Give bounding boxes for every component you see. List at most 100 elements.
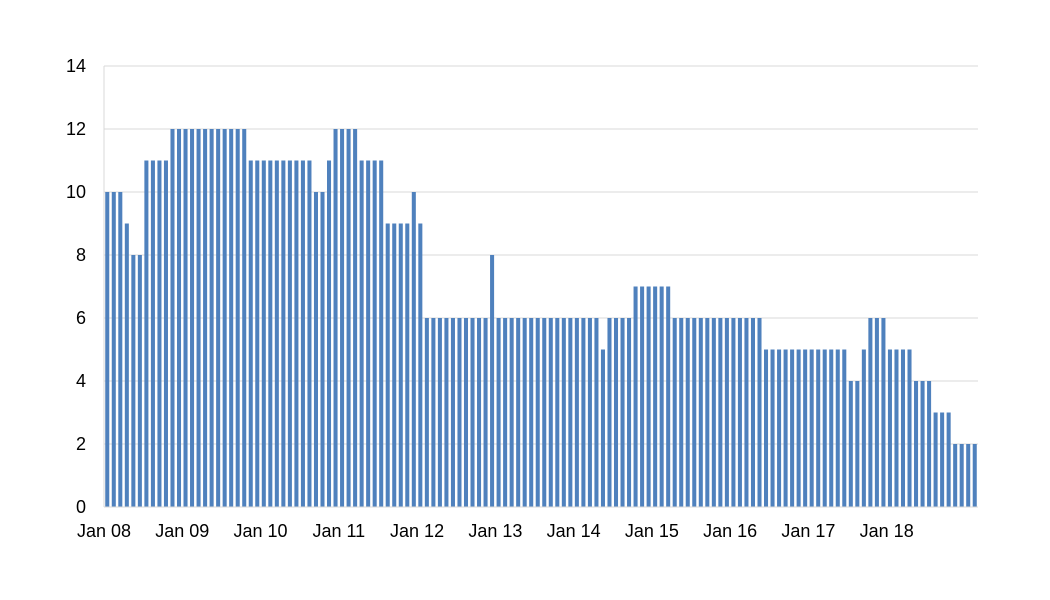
bar-2008-08 bbox=[150, 160, 155, 507]
bar-2009-06 bbox=[216, 129, 221, 507]
bar-2013-01 bbox=[496, 318, 501, 507]
bar-2017-08 bbox=[855, 381, 860, 507]
bar-2010-02 bbox=[268, 160, 273, 507]
bar-2010-06 bbox=[294, 160, 299, 507]
bar-2018-11 bbox=[953, 444, 958, 507]
bar-2009-03 bbox=[196, 129, 201, 507]
bar-2017-01 bbox=[809, 349, 814, 507]
bar-2009-10 bbox=[242, 129, 247, 507]
bar-2009-05 bbox=[209, 129, 214, 507]
bar-2008-03 bbox=[118, 192, 123, 507]
bar-2015-01 bbox=[653, 286, 658, 507]
bar-undefined bbox=[966, 444, 971, 507]
bar-2014-01 bbox=[574, 318, 579, 507]
bar-2014-08 bbox=[620, 318, 625, 507]
bar-2013-07 bbox=[535, 318, 540, 507]
bar-2013-06 bbox=[529, 318, 534, 507]
x-tick-label: Jan 16 bbox=[703, 521, 757, 541]
bar-2014-06 bbox=[607, 318, 612, 507]
bar-2017-06 bbox=[842, 349, 847, 507]
bar-2010-05 bbox=[287, 160, 292, 507]
bar-2011-05 bbox=[366, 160, 371, 507]
bar-2015-05 bbox=[679, 318, 684, 507]
bar-2015-06 bbox=[685, 318, 690, 507]
bar-2013-12 bbox=[568, 318, 573, 507]
bar-2013-05 bbox=[522, 318, 527, 507]
y-tick-label: 8 bbox=[76, 245, 86, 265]
bar-2008-07 bbox=[144, 160, 149, 507]
x-axis: Jan 08 Jan 09 Jan 10 Jan 11 Jan 12 Jan 13 Jan … bbox=[77, 506, 978, 541]
bar-2009-02 bbox=[190, 129, 195, 507]
bar-2010-12 bbox=[333, 129, 338, 507]
bar-2011-02 bbox=[346, 129, 351, 507]
bar-2018-03 bbox=[900, 349, 906, 507]
bar-2008-12 bbox=[176, 129, 182, 507]
x-tick-label: Jan 10 bbox=[234, 521, 288, 541]
bar-undefined bbox=[972, 444, 977, 507]
bar-2013-11 bbox=[561, 318, 566, 507]
bar-2018-05 bbox=[914, 381, 919, 507]
bar-2014-05 bbox=[600, 349, 605, 507]
bar-2014-04 bbox=[594, 318, 599, 507]
bar-2010-04 bbox=[281, 160, 286, 507]
bar-2012-04 bbox=[437, 318, 442, 507]
bar-2014-10 bbox=[633, 286, 638, 507]
y-tick-label: 12 bbox=[66, 119, 86, 139]
bar-2012-02 bbox=[424, 318, 429, 507]
bar-2015-03 bbox=[666, 286, 671, 507]
bar-2013-02 bbox=[503, 318, 508, 507]
bar-2013-03 bbox=[509, 318, 514, 507]
bar-2012-03 bbox=[431, 318, 436, 507]
bar-2009-01 bbox=[183, 129, 188, 507]
bar-2009-08 bbox=[229, 129, 234, 507]
bar-2014-02 bbox=[581, 318, 586, 507]
gridlines bbox=[104, 65, 978, 445]
bar-2014-09 bbox=[627, 318, 632, 507]
bar-2011-06 bbox=[372, 160, 377, 507]
bar-2008-01 bbox=[105, 192, 110, 507]
x-tick-label: Jan 09 bbox=[155, 521, 209, 541]
bar-2018-08 bbox=[933, 412, 938, 507]
bar-2013-10 bbox=[555, 318, 560, 507]
bar-2008-05 bbox=[131, 255, 136, 507]
bar-2010-10 bbox=[320, 192, 325, 507]
bar-2009-11 bbox=[248, 160, 253, 507]
bar-2016-02 bbox=[737, 318, 742, 507]
bar-2016-11 bbox=[796, 349, 801, 507]
bar-2010-07 bbox=[300, 160, 305, 507]
bar-2009-07 bbox=[222, 129, 227, 507]
x-tick-label: Jan 17 bbox=[781, 521, 835, 541]
bar-2015-10 bbox=[711, 318, 716, 507]
x-tick-label: Jan 08 bbox=[77, 521, 131, 541]
bar-2011-04 bbox=[359, 160, 364, 507]
bar-2017-05 bbox=[835, 349, 840, 507]
bar-2011-07 bbox=[379, 160, 384, 507]
bar-2018-12 bbox=[959, 444, 964, 507]
bar-2014-12 bbox=[646, 286, 651, 507]
bar-2011-12 bbox=[411, 192, 416, 507]
bar-2017-11 bbox=[874, 318, 879, 507]
bar-2015-08 bbox=[698, 318, 703, 507]
bar-2012-10 bbox=[477, 318, 482, 507]
bar-2009-04 bbox=[203, 129, 208, 507]
bar-2016-05 bbox=[757, 318, 762, 507]
y-tick-label: 0 bbox=[76, 497, 86, 517]
bar-2012-01 bbox=[418, 223, 423, 507]
bar-2018-09 bbox=[940, 412, 945, 507]
bar-2012-12 bbox=[490, 255, 495, 507]
bar-2016-08 bbox=[777, 349, 782, 507]
bar-2012-05 bbox=[444, 318, 449, 507]
bar-2013-09 bbox=[548, 318, 553, 507]
bar-2011-11 bbox=[405, 223, 410, 507]
bar-2015-04 bbox=[672, 318, 677, 507]
bar-2010-08 bbox=[307, 160, 312, 507]
bar-2011-01 bbox=[340, 129, 345, 507]
bar-2010-03 bbox=[274, 160, 279, 507]
x-tick-label: Jan 12 bbox=[390, 521, 444, 541]
y-tick-label: 4 bbox=[76, 371, 86, 391]
bar-2011-03 bbox=[353, 129, 358, 507]
bar-2016-10 bbox=[790, 349, 795, 507]
y-tick-label: 10 bbox=[66, 182, 86, 202]
x-tick-label: Jan 18 bbox=[860, 521, 914, 541]
bar-2008-09 bbox=[157, 160, 162, 507]
